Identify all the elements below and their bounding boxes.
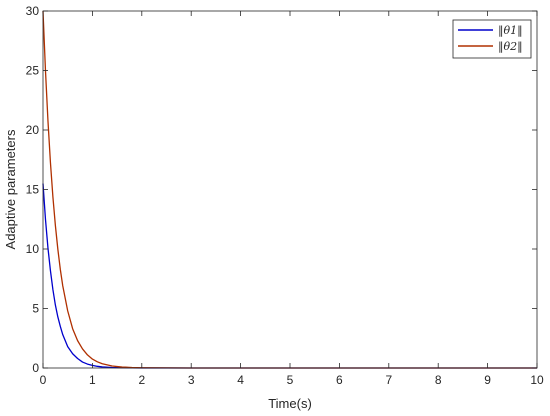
y-tick-label: 15 — [26, 183, 40, 197]
plot-background — [43, 11, 537, 368]
x-tick-label: 8 — [435, 373, 442, 387]
legend-label: ‖θ2‖ — [498, 40, 523, 54]
legend: ‖θ1‖ ‖θ2‖ — [452, 19, 532, 59]
x-tick-label: 10 — [530, 373, 544, 387]
y-tick-label: 30 — [26, 4, 40, 18]
x-tick-label: 6 — [336, 373, 343, 387]
x-tick-label: 9 — [484, 373, 491, 387]
y-tick-label: 20 — [26, 123, 40, 137]
plot-area — [43, 11, 537, 368]
x-tick-label: 3 — [188, 373, 195, 387]
axes — [42, 10, 538, 369]
legend-label: ‖θ1‖ — [498, 24, 523, 38]
x-tick-label: 1 — [89, 373, 96, 387]
y-tick-label: 25 — [26, 64, 40, 78]
x-tick-label: 0 — [40, 373, 47, 387]
legend-box — [452, 19, 532, 59]
y-axis-title: Adaptive parameters — [3, 129, 18, 249]
x-tick-label: 5 — [287, 373, 294, 387]
x-tick-label: 7 — [385, 373, 392, 387]
y-tick-label: 0 — [32, 361, 39, 375]
y-tick-label: 5 — [32, 302, 39, 316]
y-tick-label: 10 — [26, 242, 40, 256]
x-axis-title: Time(s) — [268, 396, 312, 411]
x-tick-label: 4 — [237, 373, 244, 387]
x-tick-label: 2 — [138, 373, 145, 387]
tick-labels: 0 1 2 3 4 5 6 7 8 9 10 0 5 10 15 20 25 30 — [26, 4, 544, 387]
